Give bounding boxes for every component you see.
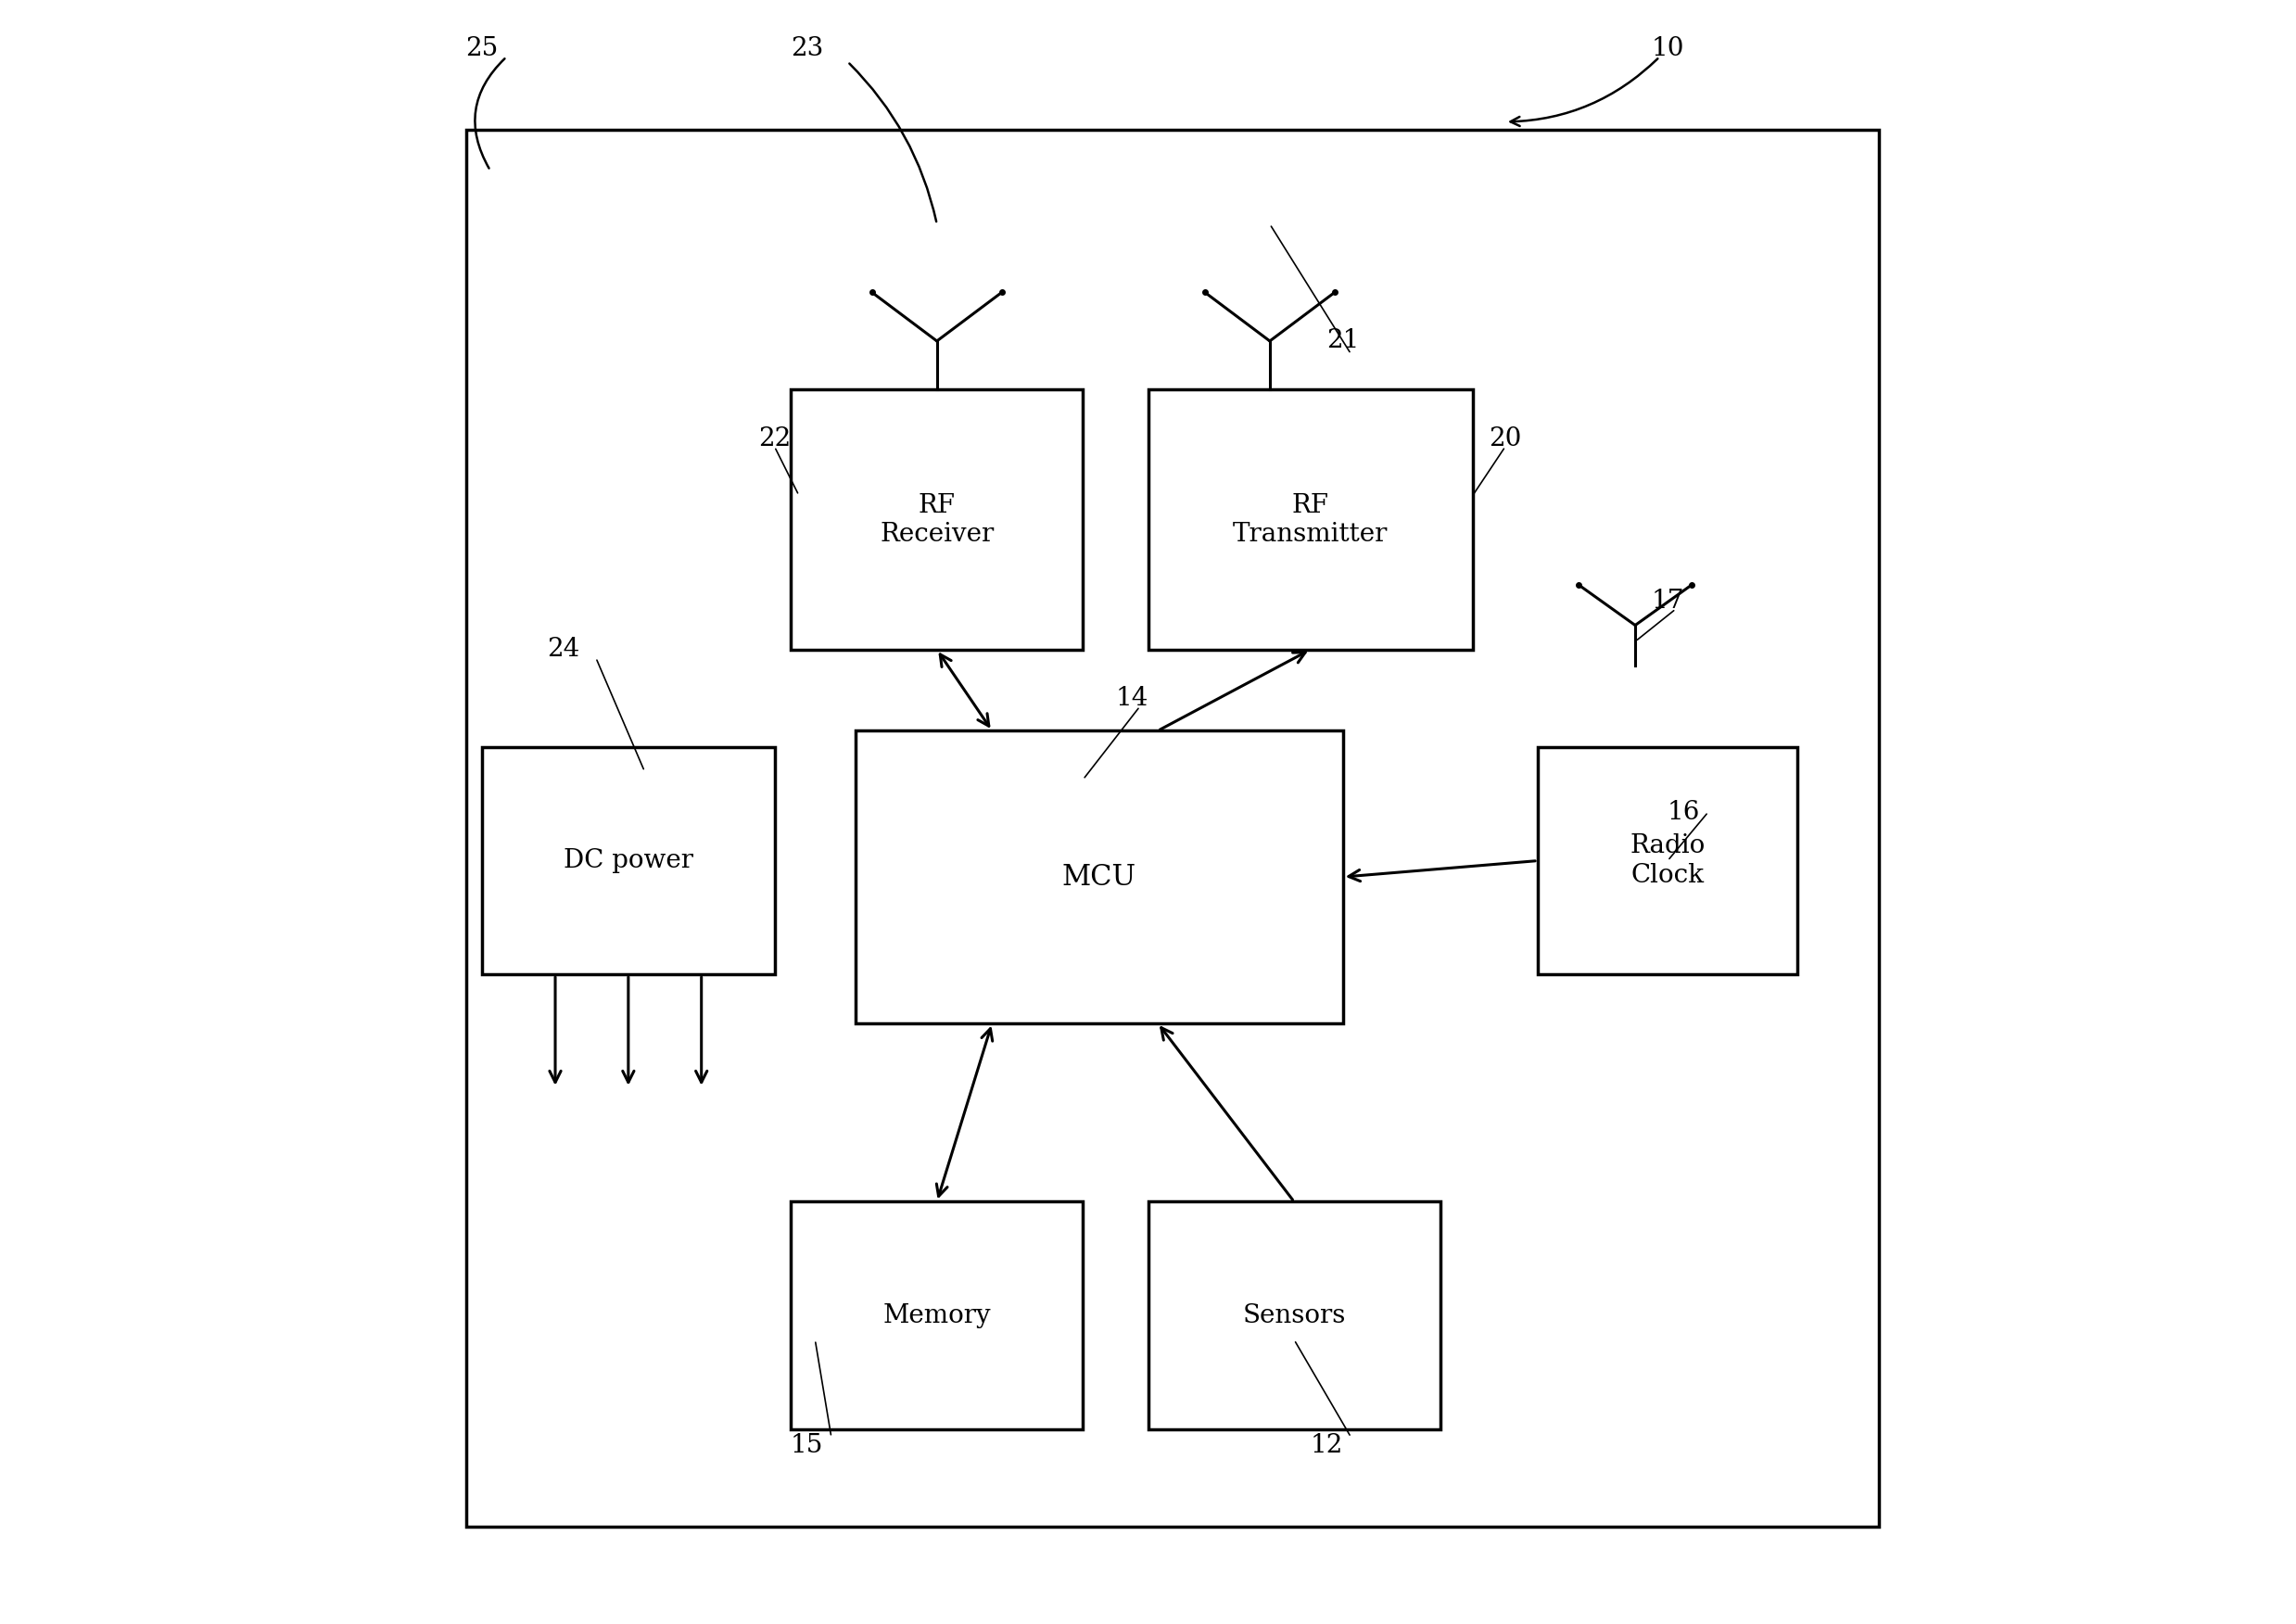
FancyBboxPatch shape bbox=[1148, 1202, 1440, 1429]
Text: RF
Receiver: RF Receiver bbox=[879, 492, 994, 547]
Text: 21: 21 bbox=[1327, 328, 1359, 354]
FancyBboxPatch shape bbox=[856, 731, 1343, 1023]
Text: 14: 14 bbox=[1116, 685, 1148, 711]
Text: 22: 22 bbox=[758, 425, 790, 451]
Text: MCU: MCU bbox=[1063, 862, 1137, 892]
FancyBboxPatch shape bbox=[790, 1202, 1084, 1429]
Text: Memory: Memory bbox=[884, 1302, 992, 1328]
Text: 20: 20 bbox=[1488, 425, 1522, 451]
FancyBboxPatch shape bbox=[482, 747, 774, 974]
FancyBboxPatch shape bbox=[1148, 390, 1472, 650]
Text: 10: 10 bbox=[1651, 36, 1685, 62]
FancyBboxPatch shape bbox=[790, 390, 1084, 650]
Text: Sensors: Sensors bbox=[1242, 1302, 1345, 1328]
Text: DC power: DC power bbox=[563, 848, 693, 874]
Text: Radio
Clock: Radio Clock bbox=[1630, 833, 1706, 888]
Text: RF
Transmitter: RF Transmitter bbox=[1233, 492, 1389, 547]
Text: 17: 17 bbox=[1651, 588, 1685, 614]
Text: 12: 12 bbox=[1311, 1432, 1343, 1458]
Text: 24: 24 bbox=[546, 637, 579, 663]
Text: 23: 23 bbox=[790, 36, 824, 62]
Text: 25: 25 bbox=[466, 36, 498, 62]
Text: 15: 15 bbox=[790, 1432, 824, 1458]
FancyBboxPatch shape bbox=[466, 130, 1878, 1527]
Text: 16: 16 bbox=[1667, 799, 1701, 825]
FancyBboxPatch shape bbox=[1538, 747, 1798, 974]
